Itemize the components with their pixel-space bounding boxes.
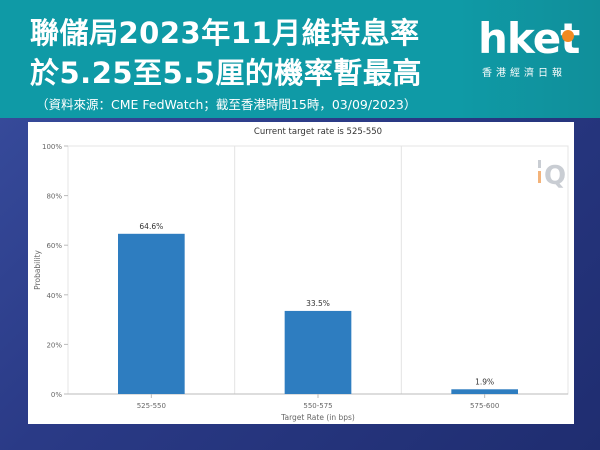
x-tick-label: 575-600 [470,402,499,410]
bar-value-label: 1.9% [475,377,494,386]
logo-subtitle: 香港經濟日報 [482,68,566,79]
bar-575-600 [451,389,518,394]
bar-525-550 [118,233,185,394]
bar-chart: Current target rate is 525-550 0% 20% 40% 60… [33,127,569,422]
y-tick-label: 0% [51,391,62,399]
x-tick-label: 525-550 [137,402,166,410]
logo-accent-icon [562,30,574,42]
fedwatch-bar-2-icon [538,171,541,183]
source-note: （資料來源：CME FedWatch；截至香港時間15時，03/09/2023） [36,97,417,112]
headline-line-2: 於5.25至5.5厘的機率暫最高 [30,56,422,90]
bar-value-label: 33.5% [306,299,330,308]
y-tick-label: 60% [46,242,62,250]
chart-title: Current target rate is 525-550 [254,127,382,137]
y-tick-label: 20% [46,341,62,349]
fedwatch-q-icon: Q [544,161,566,191]
headline-line-1: 聯儲局2023年11月維持息率 [30,16,420,50]
y-tick-label: 40% [46,292,62,300]
header-shade [455,0,600,118]
chart-panel: Current target rate is 525-550 0% 20% 40% 60… [28,122,574,424]
bar-value-label: 64.6% [139,222,163,231]
x-tick-label: 550-575 [303,402,332,410]
y-axis-label: Probability [33,250,42,290]
x-axis-label: Target Rate (in bps) [280,413,355,422]
fedwatch-bar-1-icon [538,160,541,168]
y-tick-label: 80% [46,193,62,201]
bar-550-575 [284,310,352,394]
y-tick-label: 100% [42,143,62,151]
hket-logo: hket 香港經濟日報 [478,14,588,80]
